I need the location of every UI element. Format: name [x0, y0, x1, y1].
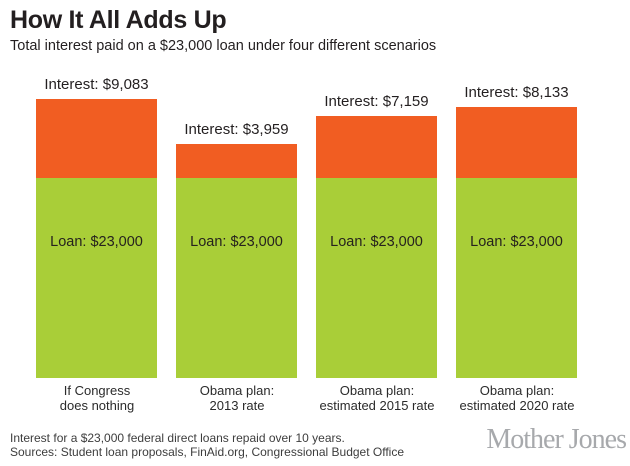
footnote: Interest for a $23,000 federal direct lo…	[10, 431, 345, 445]
loan-value-label: Loan: $23,000	[330, 234, 423, 250]
bar-group-2015-rate: Interest: $7,159 Loan: $23,000	[316, 94, 437, 378]
mother-jones-logo: Mother Jones	[486, 424, 627, 455]
category-label: Obama plan: 2013 rate	[157, 383, 317, 413]
loan-value-label: Loan: $23,000	[50, 234, 143, 250]
interest-bar-segment	[316, 116, 437, 178]
interest-value-label: Interest: $9,083	[44, 76, 149, 93]
category-label: Obama plan: estimated 2015 rate	[297, 383, 457, 413]
category-label: Obama plan: estimated 2020 rate	[437, 383, 597, 413]
category-label: If Congress does nothing	[17, 383, 177, 413]
loan-value-label: Loan: $23,000	[190, 234, 283, 250]
loan-bar-segment: Loan: $23,000	[456, 178, 577, 378]
sources: Sources: Student loan proposals, FinAid.…	[10, 445, 405, 459]
category-label-line1: Obama plan:	[199, 383, 275, 398]
footer: Interest for a $23,000 federal direct lo…	[10, 431, 404, 459]
category-label-line2: 2013 rate	[209, 397, 265, 413]
interest-value-label: Interest: $7,159	[324, 93, 429, 110]
interest-value-label: Interest: $8,133	[464, 84, 569, 101]
loan-value-label: Loan: $23,000	[470, 234, 563, 250]
interest-bar-segment	[176, 144, 297, 178]
category-label-line2: estimated 2020 rate	[459, 397, 575, 413]
page-title: How It All Adds Up	[10, 6, 227, 34]
loan-bar-segment: Loan: $23,000	[316, 178, 437, 378]
category-label-line1: If Congress	[63, 383, 131, 398]
chart-subtitle: Total interest paid on a $23,000 loan un…	[10, 38, 437, 54]
category-label-line1: Obama plan:	[339, 383, 415, 398]
bar-group-2013-rate: Interest: $3,959 Loan: $23,000	[176, 122, 297, 378]
category-label-line2: does nothing	[59, 397, 135, 413]
loan-bar-segment: Loan: $23,000	[36, 178, 157, 378]
loan-bar-segment: Loan: $23,000	[176, 178, 297, 378]
bar-group-congress: Interest: $9,083 Loan: $23,000	[36, 77, 157, 378]
bar-group-2020-rate: Interest: $8,133 Loan: $23,000	[456, 85, 577, 378]
category-label-line1: Obama plan:	[479, 383, 555, 398]
interest-bar-segment	[36, 99, 157, 178]
interest-bar-segment	[456, 107, 577, 178]
category-label-line2: estimated 2015 rate	[319, 397, 435, 413]
interest-value-label: Interest: $3,959	[184, 121, 289, 138]
